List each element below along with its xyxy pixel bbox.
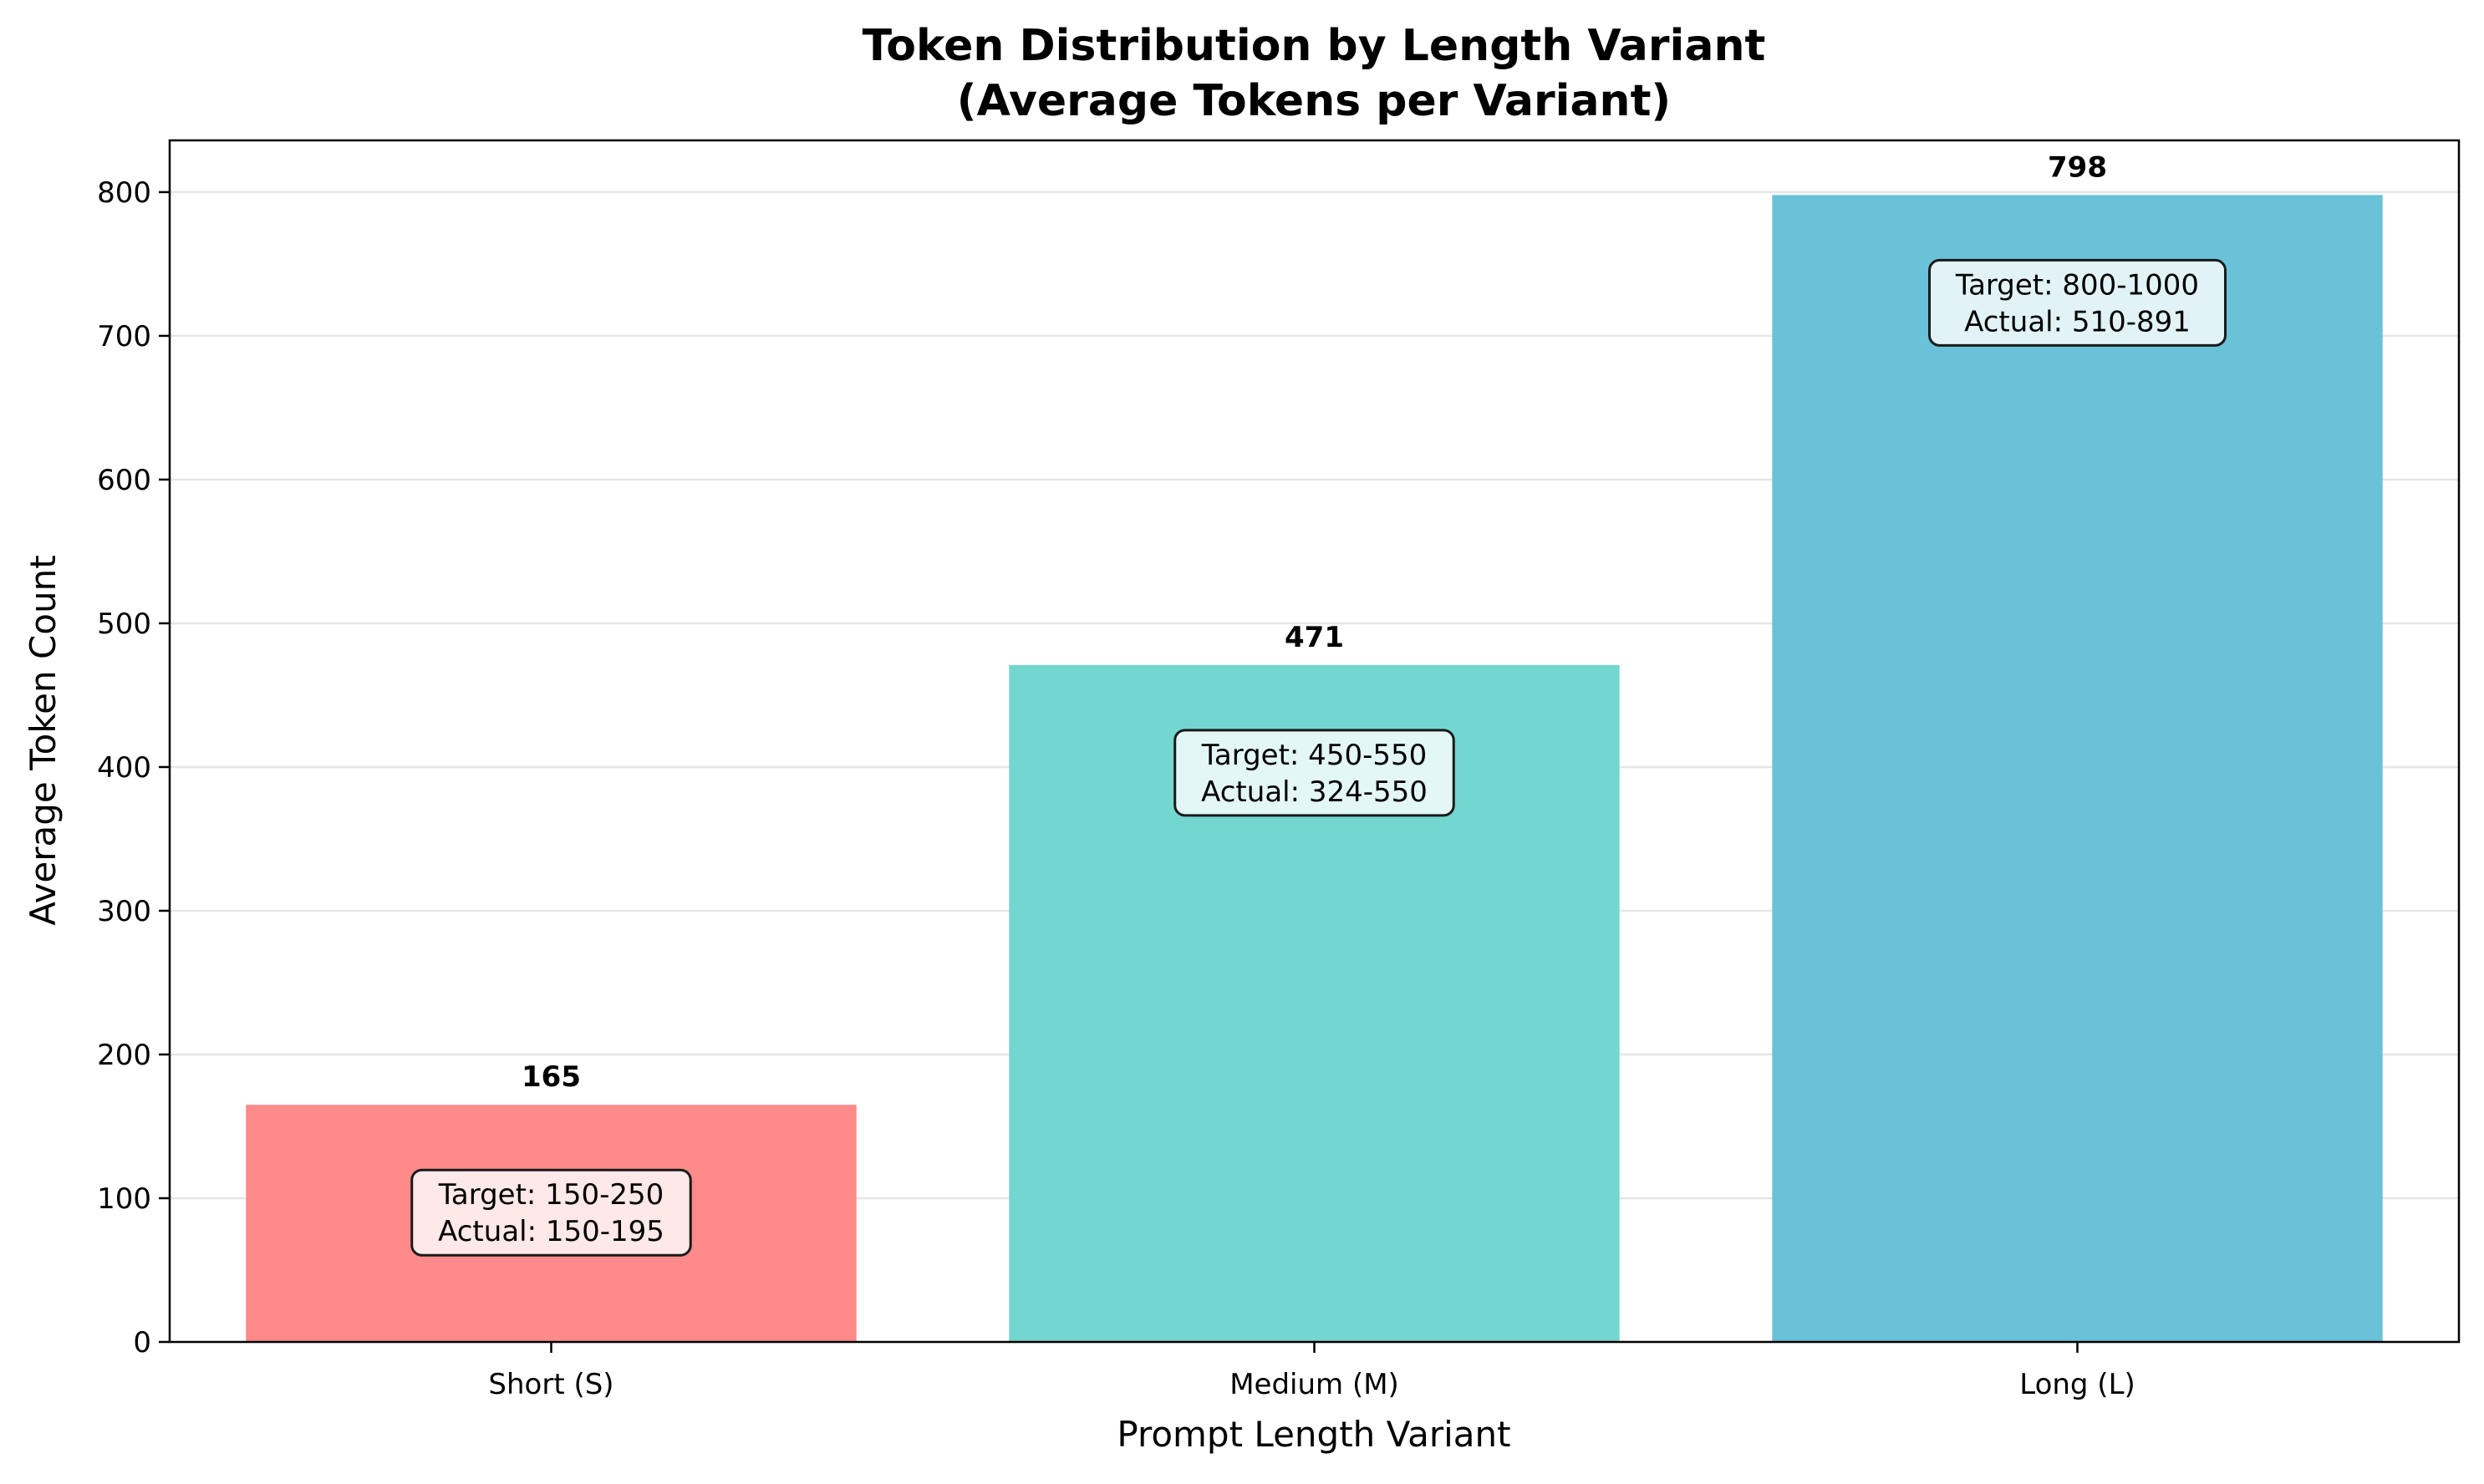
- bar-value-label: 165: [522, 1060, 581, 1094]
- x-tick-label: Medium (M): [1229, 1368, 1399, 1401]
- chart-title-line-1: Token Distribution by Length Variant: [863, 21, 1766, 71]
- y-tick-label: 600: [97, 464, 151, 497]
- annotation-actual-text: Actual: 150-195: [438, 1215, 664, 1248]
- annotation-actual-text: Actual: 510-891: [1964, 305, 2191, 338]
- y-tick-label: 700: [97, 320, 151, 353]
- x-tick-label: Long (L): [2019, 1368, 2135, 1401]
- annotation-target-text: Target: 800-1000: [1955, 268, 2199, 302]
- bar: [1772, 195, 2383, 1342]
- annotation-target-text: Target: 450-550: [1201, 739, 1428, 772]
- y-tick-label: 100: [97, 1182, 151, 1216]
- annotation-box: [1173, 729, 1455, 817]
- chart-title-line-2: (Average Tokens per Variant): [957, 76, 1671, 126]
- annotation-box: [410, 1168, 692, 1257]
- y-tick-label: 300: [97, 895, 151, 928]
- y-axis-label: Average Token Count: [23, 555, 64, 925]
- annotation-actual-text: Actual: 324-550: [1201, 775, 1428, 809]
- x-axis-label: Prompt Length Variant: [1117, 1414, 1510, 1455]
- bar-value-label: 798: [2048, 150, 2107, 184]
- y-tick-label: 800: [97, 176, 151, 210]
- annotation-box: [1928, 258, 2227, 347]
- plot-frame: [168, 139, 2461, 1344]
- bar-value-label: 471: [1285, 621, 1344, 654]
- x-tick-label: Short (S): [488, 1368, 613, 1401]
- y-tick-label: 0: [133, 1326, 151, 1359]
- annotation-target-text: Target: 150-250: [438, 1178, 664, 1212]
- y-tick-label: 400: [97, 751, 151, 785]
- y-tick-label: 500: [97, 607, 151, 641]
- y-tick-label: 200: [97, 1039, 151, 1072]
